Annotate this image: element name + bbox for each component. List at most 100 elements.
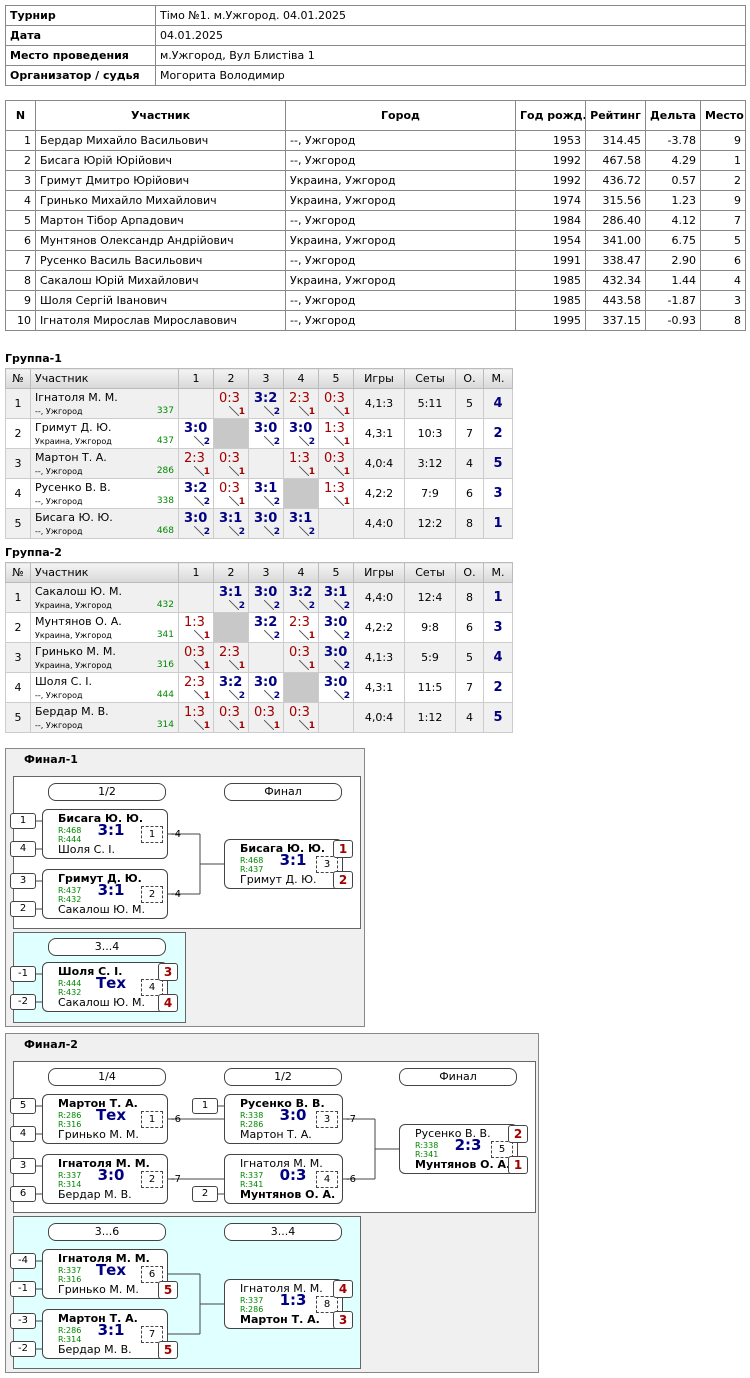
player-rating: 432 bbox=[156, 600, 174, 610]
group-row: 2 Мунтянов О. А. Украина, Ужгород 341 1:3 1 3:… bbox=[5, 612, 513, 643]
player-rating: R:432 bbox=[58, 988, 82, 997]
result-points: 2 bbox=[308, 601, 315, 611]
result-cell: 3:1 2 bbox=[248, 478, 284, 509]
match-score: 3:1 bbox=[279, 851, 307, 869]
result-score: 3:2 bbox=[219, 675, 243, 690]
match-score: 3:1 bbox=[97, 821, 125, 839]
participant-cell: -0.93 bbox=[645, 310, 701, 331]
participant-row: 5 Мартон Тібор Арпадович --, Ужгород 1984 28… bbox=[5, 210, 746, 231]
result-score: 2:3 bbox=[289, 391, 310, 406]
seed: 3 bbox=[10, 873, 36, 889]
player-cell: Мунтянов О. А. Украина, Ужгород 341 bbox=[30, 612, 179, 643]
games: 4,2:2 bbox=[353, 478, 405, 509]
player-rating: R:444 bbox=[58, 835, 82, 844]
row-number: 5 bbox=[5, 508, 31, 539]
participant-cell: 9 bbox=[700, 190, 746, 211]
final-block: Финал-1 1/2 Финал 1 4 Бисага Ю. Ю. R:468 R:444 Ш… bbox=[5, 748, 365, 1027]
place: 2 bbox=[483, 672, 513, 703]
result-cell: 3:1 2 bbox=[213, 508, 249, 539]
place: 3 bbox=[483, 478, 513, 509]
match-score: 3:0 bbox=[279, 1106, 307, 1124]
sets: 1:12 bbox=[404, 702, 456, 733]
player-cell: Бердар М. В. --, Ужгород 314 bbox=[30, 702, 179, 733]
result-cell: 3:0 2 bbox=[248, 508, 284, 539]
result-points: 1 bbox=[308, 721, 315, 731]
group-row: 2 Гримут Д. Ю. Украина, Ужгород 437 3:0 2 3:0 2… bbox=[5, 418, 513, 449]
result-score: 3:0 bbox=[324, 675, 348, 690]
result-score: 0:3 bbox=[184, 645, 205, 660]
slash bbox=[229, 720, 239, 730]
row-number: 2 bbox=[5, 418, 31, 449]
result-cell: 0:3 1 bbox=[178, 642, 214, 673]
slash bbox=[229, 660, 239, 670]
final-place: 5 bbox=[158, 1281, 178, 1299]
participant-cell: --, Ужгород bbox=[285, 250, 516, 271]
result-points: 2 bbox=[273, 527, 280, 537]
player-city: --, Ужгород bbox=[35, 407, 83, 416]
player-cell: Ігнатоля М. М. --, Ужгород 337 bbox=[30, 388, 179, 419]
participant-cell: 1 bbox=[5, 130, 36, 151]
slash bbox=[194, 660, 204, 670]
slash bbox=[299, 630, 309, 640]
player-cell: Сакалош Ю. М. Украина, Ужгород 432 bbox=[30, 582, 179, 613]
participant-cell: --, Ужгород bbox=[285, 290, 516, 311]
column-header: Рейтинг bbox=[585, 100, 646, 131]
games: 4,2:2 bbox=[353, 612, 405, 643]
player-city: --, Ужгород bbox=[35, 467, 83, 476]
participant-row: 2 Бисага Юрій Юрійович --, Ужгород 1992 467.… bbox=[5, 150, 746, 171]
column-header: 3 bbox=[248, 562, 284, 583]
player-rating: 468 bbox=[156, 526, 174, 536]
slash bbox=[299, 466, 309, 476]
participant-row: 10 Ігнатоля Мирослав Мирославович --, Ужго… bbox=[5, 310, 746, 331]
participant-cell: --, Ужгород bbox=[285, 210, 516, 231]
player-city: --, Ужгород bbox=[35, 527, 83, 536]
final-place: 3 bbox=[333, 1311, 353, 1329]
player-rating: 314 bbox=[156, 720, 174, 730]
loser-note: -4 bbox=[171, 829, 181, 840]
match-number: 2 bbox=[141, 886, 163, 903]
result-cell: 0:3 1 bbox=[213, 388, 249, 419]
participant-cell: 338.47 bbox=[585, 250, 646, 271]
player-rating: R:286 bbox=[58, 1326, 82, 1335]
participant-cell: 10 bbox=[5, 310, 36, 331]
player-rating: R:338 bbox=[240, 1111, 264, 1120]
diagonal-cell bbox=[213, 418, 249, 449]
result-points: 1 bbox=[343, 437, 350, 447]
slash bbox=[264, 720, 274, 730]
participant-row: 3 Гримут Дмитро Юрійович Украина, Ужгород 1… bbox=[5, 170, 746, 191]
sets: 12:4 bbox=[404, 582, 456, 613]
result-cell: 2:3 1 bbox=[178, 672, 214, 703]
match-box: Ігнатоля М. М. R:337 R:341 Мунтянов О. А. 0:… bbox=[224, 1154, 343, 1204]
result-cell: 3:0 2 bbox=[178, 418, 214, 449]
result-score: 0:3 bbox=[219, 705, 240, 720]
seed: 3 bbox=[10, 1158, 36, 1174]
player-cell: Бисага Ю. Ю. --, Ужгород 468 bbox=[30, 508, 179, 539]
player-cell: Русенко В. В. --, Ужгород 338 bbox=[30, 478, 179, 509]
participant-cell: 1984 bbox=[515, 210, 586, 231]
result-cell: 3:0 2 bbox=[283, 418, 319, 449]
result-cell: 3:1 2 bbox=[283, 508, 319, 539]
match-number: 5 bbox=[491, 1141, 513, 1158]
games: 4,4:0 bbox=[353, 508, 405, 539]
diagonal-cell bbox=[248, 448, 284, 479]
participant-row: 8 Сакалош Юрій Михайлович Украина, Ужгород… bbox=[5, 270, 746, 291]
participant-cell: 341.00 bbox=[585, 230, 646, 251]
sets: 3:12 bbox=[404, 448, 456, 479]
info-value: м.Ужгород, Вул Блистіва 1 bbox=[155, 45, 746, 66]
participant-cell: 1.44 bbox=[645, 270, 701, 291]
participant-cell: 4.29 bbox=[645, 150, 701, 171]
seed: 1 bbox=[192, 1098, 218, 1114]
result-points: 2 bbox=[273, 407, 280, 417]
player-city: Украина, Ужгород bbox=[35, 661, 112, 670]
place: 2 bbox=[483, 418, 513, 449]
match-box: Русенко В. В. R:338 R:341 Мунтянов О. А. 2:3… bbox=[399, 1124, 518, 1174]
points: 7 bbox=[455, 672, 484, 703]
result-cell: 3:0 2 bbox=[178, 508, 214, 539]
result-score: 3:0 bbox=[324, 645, 348, 660]
match-box: Шоля С. І. R:444 R:432 Сакалош Ю. М. Тех 4 bbox=[42, 962, 168, 1012]
result-points: 1 bbox=[203, 631, 210, 641]
match-number: 4 bbox=[141, 979, 163, 996]
sets: 12:2 bbox=[404, 508, 456, 539]
games: 4,0:4 bbox=[353, 702, 405, 733]
column-header: 2 bbox=[213, 562, 249, 583]
